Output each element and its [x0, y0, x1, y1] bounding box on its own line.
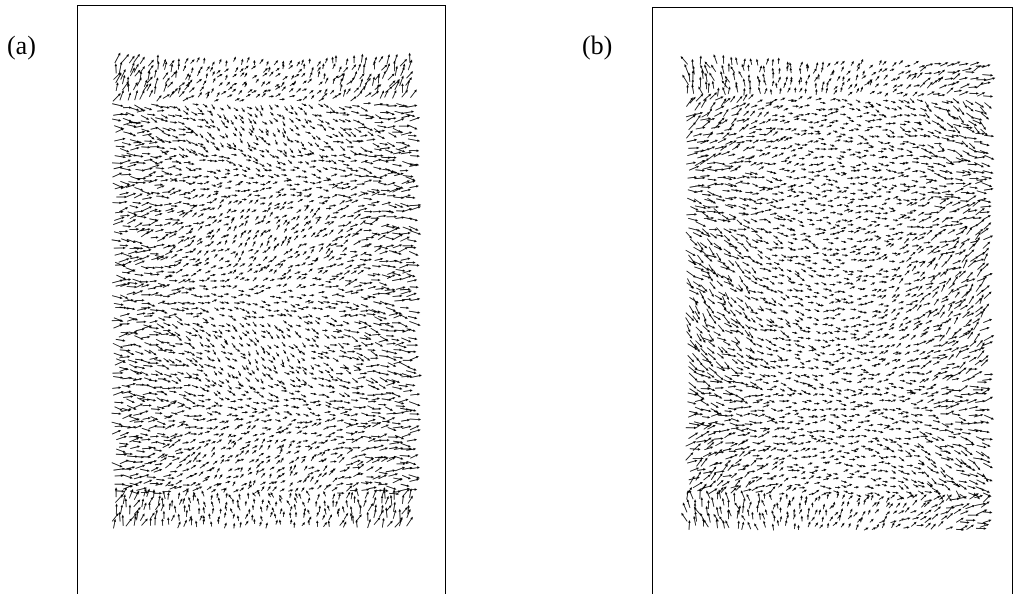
- panel-label: (b): [582, 31, 612, 60]
- page: {"panels": [{"label": "(a)"}, {"label": …: [0, 0, 1013, 594]
- figure: (a) (b): [0, 0, 1013, 594]
- vector-field: [112, 53, 421, 528]
- vector-field: [681, 55, 994, 530]
- arrows: [112, 53, 421, 528]
- arrows: [681, 55, 994, 530]
- panel-label: (a): [7, 31, 36, 60]
